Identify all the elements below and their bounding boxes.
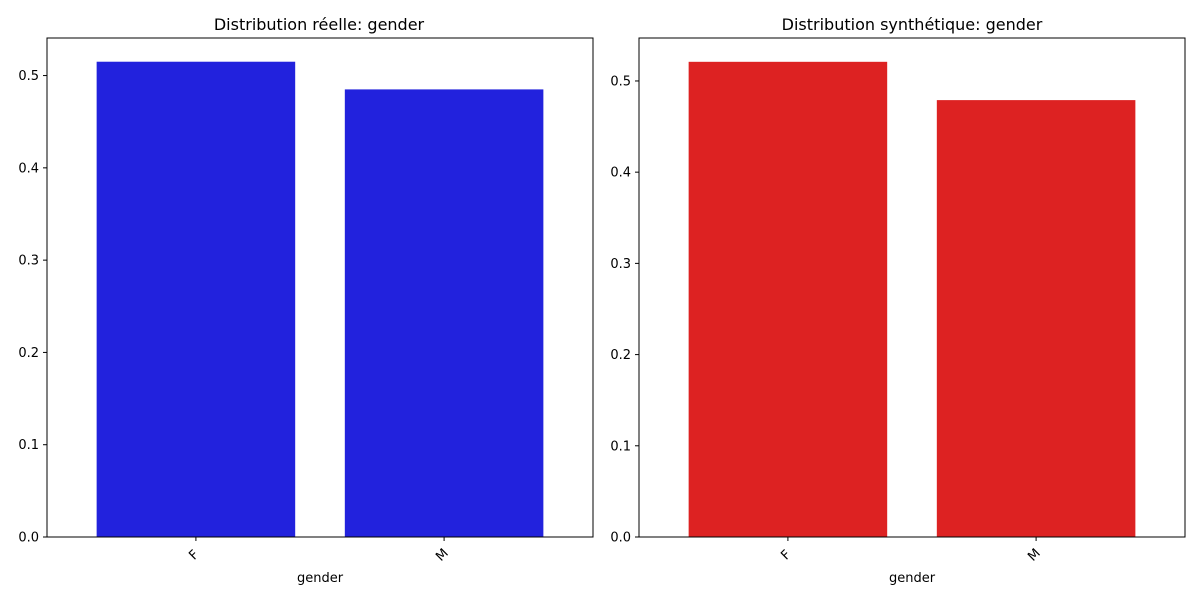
bar-m: [936, 100, 1136, 538]
plot-frame: [638, 37, 1186, 538]
chart-real: Distribution réelle: gender 0.0 0.1 0.2 0.3…: [18, 15, 594, 586]
plot-frame: [46, 37, 594, 538]
x-tick-label: F: [778, 547, 794, 563]
bar-m: [344, 89, 544, 538]
bar-f: [688, 61, 888, 538]
y-tick-label: 0.0: [18, 531, 39, 546]
y-tick-label: 0.4: [610, 166, 631, 181]
x-tick-label: M: [1025, 546, 1044, 565]
chart-title: Distribution synthétique: gender: [782, 15, 1043, 34]
y-tick-label: 0.2: [610, 348, 631, 363]
y-tick-label: 0.1: [610, 439, 631, 454]
y-tick-label: 0.5: [18, 69, 39, 84]
y-tick-label: 0.3: [18, 254, 39, 269]
chart-title: Distribution réelle: gender: [214, 15, 425, 34]
chart-synthetic: Distribution synthétique: gender 0.00.10…: [610, 15, 1186, 586]
x-axis-label: gender: [889, 571, 936, 586]
x-tick-label: F: [186, 547, 202, 563]
bars: [96, 61, 544, 538]
bar-f: [96, 61, 296, 537]
x-tick-label: M: [433, 546, 452, 565]
y-tick-label: 0.3: [610, 257, 631, 272]
y-axis: 0.0 0.1 0.2 0.3 0.4 0.5: [610, 74, 639, 546]
y-tick-label: 0.0: [610, 531, 631, 546]
y-tick-label: 0.5: [610, 74, 631, 89]
y-tick-label: 0.2: [18, 346, 39, 361]
y-tick-label: 0.4: [18, 161, 39, 176]
bars: [688, 61, 1136, 538]
x-axis-label: gender: [297, 571, 344, 586]
y-tick-label: 0.1: [18, 438, 39, 453]
y-axis: 0.0 0.1 0.2 0.3 0.4 0.5: [18, 69, 47, 546]
